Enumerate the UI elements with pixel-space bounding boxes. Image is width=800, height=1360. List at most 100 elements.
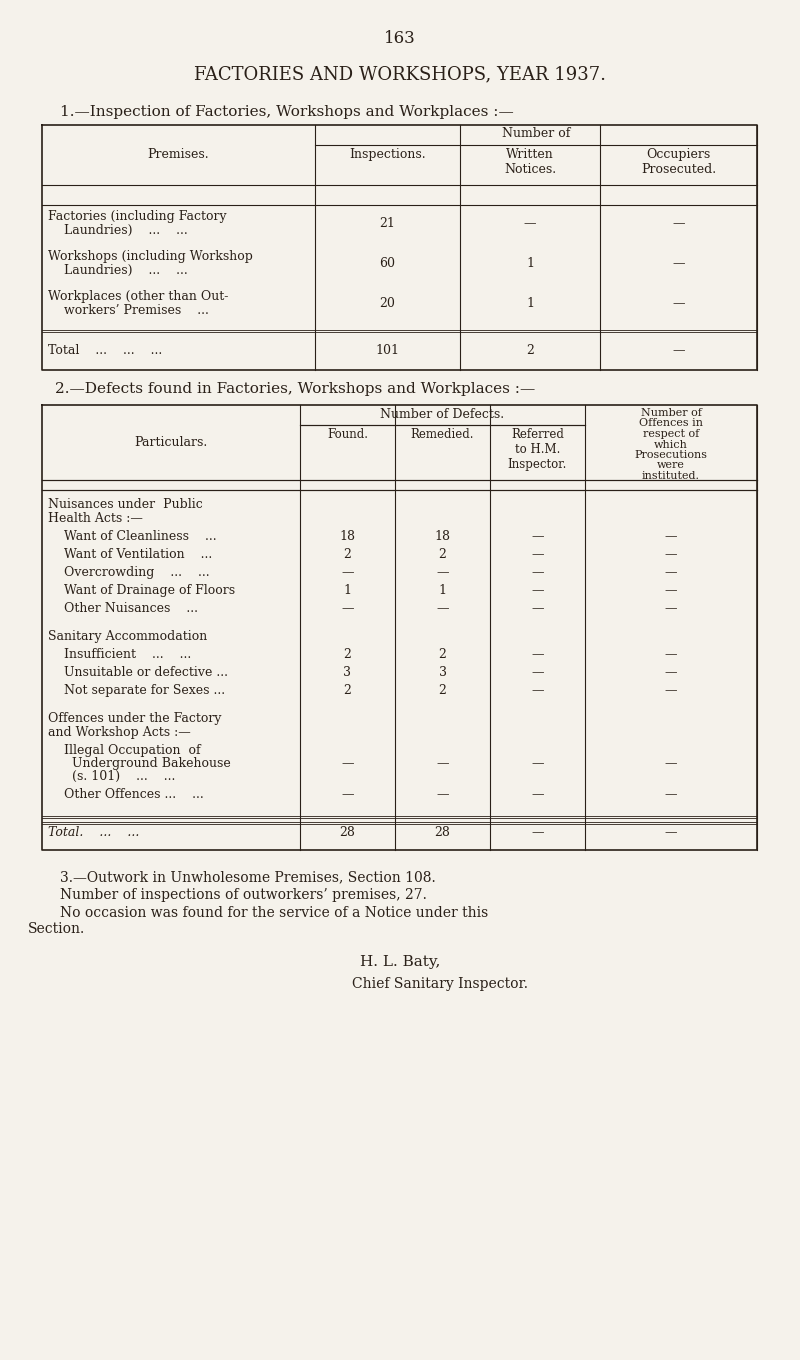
- Text: Total    ...    ...    ...: Total ... ... ...: [48, 344, 162, 356]
- Text: Want of Ventilation    ...: Want of Ventilation ...: [48, 548, 212, 560]
- Text: Offences under the Factory: Offences under the Factory: [48, 713, 222, 725]
- Text: Want of Drainage of Floors: Want of Drainage of Floors: [48, 583, 235, 597]
- Text: Number of Defects.: Number of Defects.: [381, 408, 505, 422]
- Text: Insufficient    ...    ...: Insufficient ... ...: [48, 647, 191, 661]
- Text: Illegal Occupation  of: Illegal Occupation of: [48, 744, 201, 758]
- Text: —: —: [665, 666, 678, 679]
- Text: Section.: Section.: [28, 922, 86, 936]
- Text: 2: 2: [438, 684, 446, 696]
- Text: —: —: [665, 583, 678, 597]
- Text: Workplaces (other than Out-: Workplaces (other than Out-: [48, 290, 228, 303]
- Text: 21: 21: [379, 218, 395, 230]
- Text: 28: 28: [434, 826, 450, 839]
- Text: Nuisances under  Public: Nuisances under Public: [48, 498, 202, 511]
- Text: —: —: [665, 787, 678, 801]
- Text: —: —: [531, 602, 544, 615]
- Text: Prosecutions: Prosecutions: [634, 450, 707, 460]
- Text: —: —: [665, 548, 678, 560]
- Text: 3: 3: [343, 666, 351, 679]
- Text: 1.—Inspection of Factories, Workshops and Workplaces :—: 1.—Inspection of Factories, Workshops an…: [60, 105, 514, 120]
- Text: Health Acts :—: Health Acts :—: [48, 511, 143, 525]
- Text: —: —: [531, 548, 544, 560]
- Text: Written
Notices.: Written Notices.: [504, 148, 556, 175]
- Text: —: —: [531, 566, 544, 579]
- Text: —: —: [436, 602, 449, 615]
- Text: (s. 101)    ...    ...: (s. 101) ... ...: [48, 770, 175, 783]
- Text: Number of: Number of: [641, 408, 702, 418]
- Text: —: —: [531, 787, 544, 801]
- Text: —: —: [672, 296, 685, 310]
- Text: 3.—Outwork in Unwholesome Premises, Section 108.: 3.—Outwork in Unwholesome Premises, Sect…: [60, 870, 436, 884]
- Text: 18: 18: [434, 530, 450, 543]
- Text: 28: 28: [339, 826, 355, 839]
- Text: —: —: [342, 787, 354, 801]
- Text: —: —: [436, 787, 449, 801]
- Text: —: —: [665, 684, 678, 696]
- Text: Want of Cleanliness    ...: Want of Cleanliness ...: [48, 530, 217, 543]
- Text: —: —: [342, 566, 354, 579]
- Text: —: —: [342, 602, 354, 615]
- Text: —: —: [531, 826, 544, 839]
- Text: —: —: [672, 344, 685, 356]
- Text: Chief Sanitary Inspector.: Chief Sanitary Inspector.: [352, 976, 528, 991]
- Text: Particulars.: Particulars.: [134, 437, 208, 449]
- Text: —: —: [436, 758, 449, 770]
- Text: 2: 2: [526, 344, 534, 356]
- Text: Offences in: Offences in: [639, 419, 703, 428]
- Text: —: —: [665, 647, 678, 661]
- Text: —: —: [531, 684, 544, 696]
- Text: 2: 2: [438, 548, 446, 560]
- Text: —: —: [665, 602, 678, 615]
- Text: 20: 20: [379, 296, 395, 310]
- Text: H. L. Baty,: H. L. Baty,: [360, 955, 440, 968]
- Text: instituted.: instituted.: [642, 471, 700, 481]
- Text: —: —: [531, 666, 544, 679]
- Text: Inspections.: Inspections.: [349, 148, 426, 160]
- Text: —: —: [665, 826, 678, 839]
- Text: Remedied.: Remedied.: [410, 428, 474, 441]
- Text: 2: 2: [343, 647, 351, 661]
- Text: Laundries)    ...    ...: Laundries) ... ...: [48, 264, 188, 277]
- Text: —: —: [672, 218, 685, 230]
- Text: 2.—Defects found in Factories, Workshops and Workplaces :—: 2.—Defects found in Factories, Workshops…: [55, 382, 535, 396]
- Text: —: —: [665, 758, 678, 770]
- Text: 2: 2: [343, 548, 351, 560]
- Text: 2: 2: [438, 647, 446, 661]
- Text: —: —: [531, 583, 544, 597]
- Text: Workshops (including Workshop: Workshops (including Workshop: [48, 250, 253, 262]
- Text: —: —: [342, 758, 354, 770]
- Text: —: —: [531, 758, 544, 770]
- Text: —: —: [531, 647, 544, 661]
- Text: workers’ Premises    ...: workers’ Premises ...: [48, 305, 209, 317]
- Text: Premises.: Premises.: [148, 148, 210, 162]
- Text: Number of: Number of: [502, 126, 570, 140]
- Text: Factories (including Factory: Factories (including Factory: [48, 209, 226, 223]
- Text: 1: 1: [526, 296, 534, 310]
- Text: Unsuitable or defective ...: Unsuitable or defective ...: [48, 666, 228, 679]
- Text: Number of inspections of outworkers’ premises, 27.: Number of inspections of outworkers’ pre…: [60, 888, 427, 902]
- Text: —: —: [665, 566, 678, 579]
- Text: which: which: [654, 439, 688, 450]
- Text: Total.    ...    ...: Total. ... ...: [48, 826, 139, 839]
- Text: —: —: [672, 257, 685, 271]
- Text: FACTORIES AND WORKSHOPS, YEAR 1937.: FACTORIES AND WORKSHOPS, YEAR 1937.: [194, 65, 606, 83]
- Text: No occasion was found for the service of a Notice under this: No occasion was found for the service of…: [60, 906, 488, 919]
- Text: respect of: respect of: [643, 428, 699, 439]
- Text: 60: 60: [379, 257, 395, 271]
- Text: Sanitary Accommodation: Sanitary Accommodation: [48, 630, 207, 643]
- Text: 18: 18: [339, 530, 355, 543]
- Text: —: —: [531, 530, 544, 543]
- Text: —: —: [436, 566, 449, 579]
- Text: Other Offences ...    ...: Other Offences ... ...: [48, 787, 204, 801]
- Text: Overcrowding    ...    ...: Overcrowding ... ...: [48, 566, 210, 579]
- Text: 1: 1: [526, 257, 534, 271]
- Text: and Workshop Acts :—: and Workshop Acts :—: [48, 726, 190, 738]
- Text: Underground Bakehouse: Underground Bakehouse: [48, 758, 230, 770]
- Text: 1: 1: [438, 583, 446, 597]
- Text: 1: 1: [343, 583, 351, 597]
- Text: 163: 163: [384, 30, 416, 48]
- Text: were: were: [657, 461, 685, 471]
- Text: —: —: [665, 530, 678, 543]
- Text: Referred
to H.M.
Inspector.: Referred to H.M. Inspector.: [508, 428, 567, 471]
- Text: Not separate for Sexes ...: Not separate for Sexes ...: [48, 684, 225, 696]
